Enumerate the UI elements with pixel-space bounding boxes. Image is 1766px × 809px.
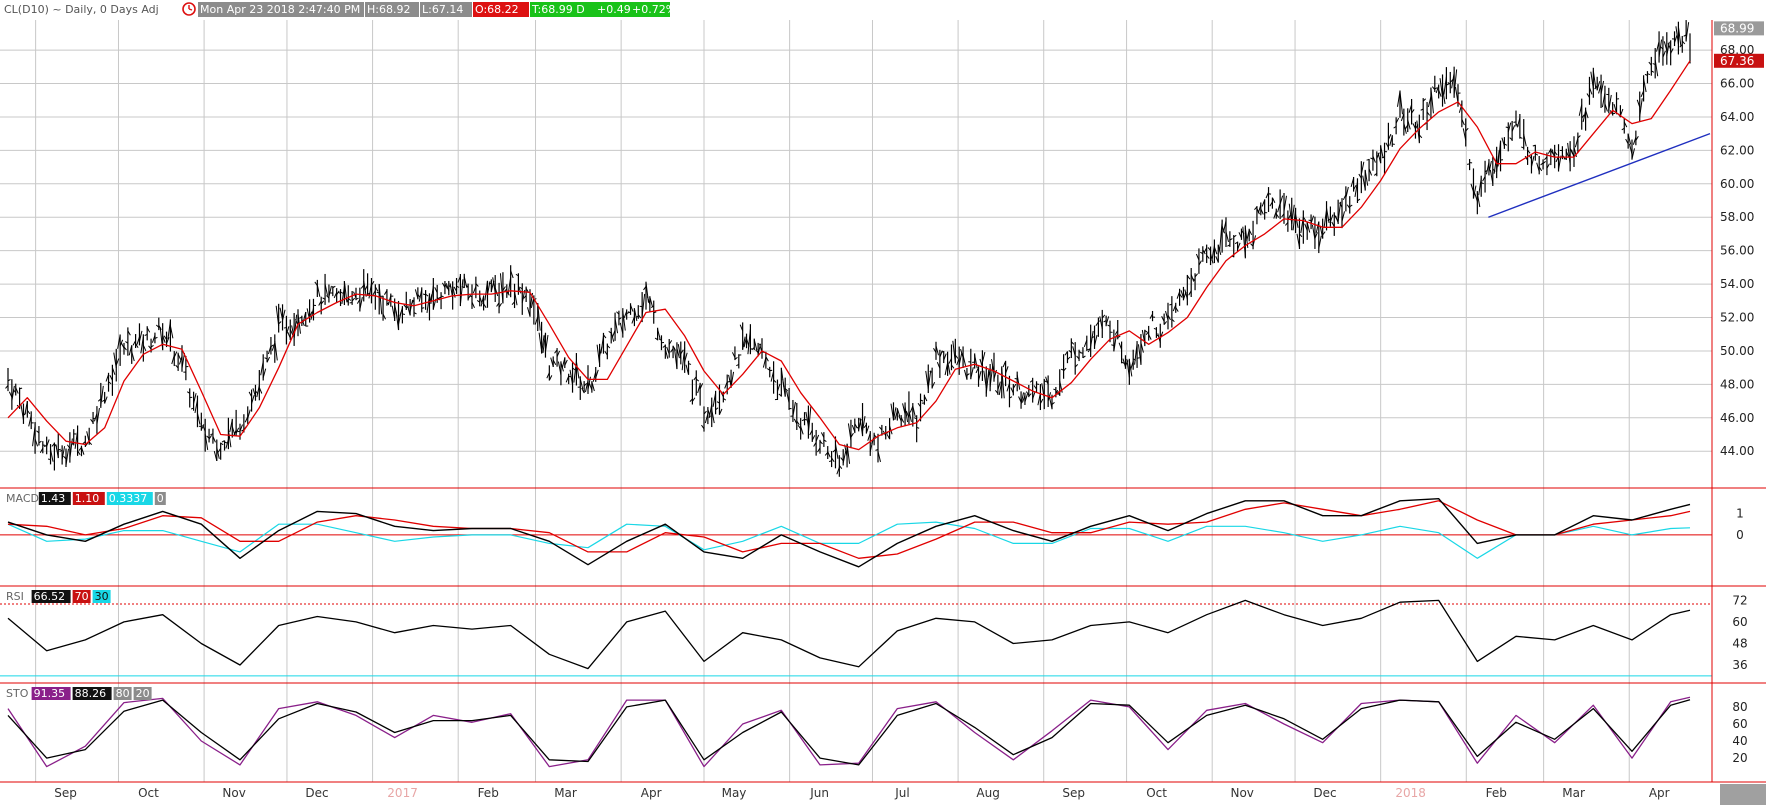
y-tick-label: 48.00 [1720,377,1754,391]
y-tick-label: 62.00 [1720,143,1754,157]
y-tick-label: 36 [1732,658,1747,672]
legend-value: 70 [75,590,89,603]
price-bar-open [1367,160,1370,161]
price-bar-open [1533,145,1536,146]
y-tick-label: 44.00 [1720,444,1754,458]
symbol-label: CL(D10) ~ Daily, 0 Days Adj [4,3,159,16]
pct-change-label: +0.72% [632,3,676,16]
y-tick-label: 56.00 [1720,244,1754,258]
y-tick-label: 66.00 [1720,77,1754,91]
price-bar-close [441,296,444,297]
price-bar-close [402,314,405,315]
ma-value-tag: 67.36 [1720,54,1754,68]
change-label: +0.49 [597,3,631,16]
x-tick-label: May [722,786,747,800]
price-bar-close [1137,358,1140,359]
x-tick-label: Jul [894,786,909,800]
x-tick-label: Mar [554,786,577,800]
x-tick-label: Nov [1230,786,1253,800]
last-price-tag: 68.99 [1720,21,1754,35]
x-tick-label: Aug [976,786,999,800]
legend-value: 66.52 [34,590,66,603]
price-bar-open [377,292,380,293]
chart-header: CL(D10) ~ Daily, 0 Days Adj Mon Apr 23 2… [4,2,676,17]
legend-value: 30 [95,590,109,603]
x-tick-label: Sep [1062,786,1085,800]
low-label: L:67.14 [422,3,463,16]
y-tick-label: 80 [1732,700,1747,714]
last-label: T:68.99 D [531,3,585,16]
y-tick-label: 58.00 [1720,210,1754,224]
legend-value: 1.10 [75,492,100,505]
price-bar-open [1467,164,1470,165]
y-tick-label: 52.00 [1720,311,1754,325]
open-label: O:68.22 [475,3,519,16]
x-tick-label: Mar [1562,786,1585,800]
indicator-title: RSI [6,590,24,603]
x-tick-label: Apr [1649,786,1670,800]
y-tick-label: 64.00 [1720,110,1754,124]
price-bar-close [20,388,23,389]
legend-value: 20 [136,687,150,700]
y-tick-label: 60 [1732,615,1747,629]
y-tick-label: 1 [1736,507,1744,521]
x-tick-label: Jun [809,786,829,800]
indicator-title: STO [6,687,29,700]
price-bar-open [238,431,241,432]
y-tick-label: 54.00 [1720,277,1754,291]
y-tick-label: 50.00 [1720,344,1754,358]
legend-value: 88.26 [75,687,107,700]
x-tick-label: Apr [641,786,662,800]
x-tick-label: Sep [54,786,77,800]
y-tick-label: 46.00 [1720,411,1754,425]
y-tick-label: 48 [1732,636,1747,650]
legend-value: 91.35 [34,687,66,700]
indicator-title: MACD [6,492,39,505]
legend-value: 1.43 [41,492,66,505]
y-tick-label: 20 [1732,751,1747,765]
legend-value: 80 [116,687,130,700]
x-tick-label: Nov [222,786,245,800]
x-tick-label: Feb [478,786,499,800]
x-tick-label: Feb [1486,786,1507,800]
y-tick-label: 60.00 [1720,177,1754,191]
scroll-thumb[interactable] [1720,784,1766,805]
clock-icon [183,3,195,15]
y-tick-label: 72 [1732,593,1747,607]
y-tick-label: 40 [1732,734,1747,748]
x-tick-label: Dec [1313,786,1336,800]
x-tick-label: Oct [1146,786,1167,800]
x-tick-label: 2018 [1395,786,1426,800]
x-tick-label: Oct [138,786,159,800]
x-tick-label: 2017 [387,786,418,800]
legend-value: 0 [157,492,164,505]
price-bar-open [48,459,51,460]
high-label: H:68.92 [367,3,410,16]
y-tick-label: 0 [1736,528,1744,542]
legend-value: 0.3337 [109,492,148,505]
price-bar-close [805,419,808,420]
y-tick-label: 60 [1732,717,1747,731]
datetime-label: Mon Apr 23 2018 2:47:40 PM [200,3,360,16]
x-tick-label: Dec [305,786,328,800]
